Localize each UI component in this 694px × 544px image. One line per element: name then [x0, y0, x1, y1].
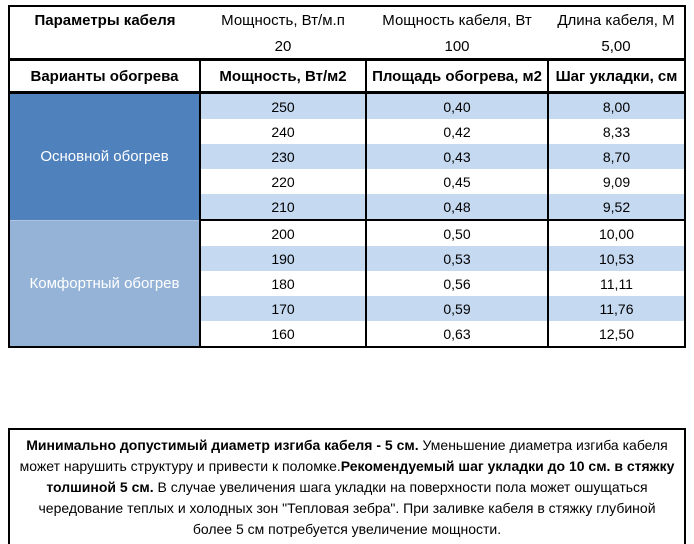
- cable-params-title: Параметры кабеля: [34, 12, 176, 29]
- header-heating-area: Площадь обогрева, м2: [365, 58, 549, 94]
- table-cell: 10,00: [547, 220, 684, 246]
- table-body: Основной обогрев 250 0,40 8,00 240 0,42 8,33 23…: [10, 92, 684, 346]
- table-row: 210 0,48 9,52: [10, 194, 684, 221]
- note-text: Уменьшение диаметра изгиба кабеля может …: [19, 437, 668, 474]
- cable-power-label: Мощность кабеля, Вт: [382, 12, 532, 29]
- table-row: 190 0,53 10,53: [10, 246, 684, 271]
- empty-cell: [10, 34, 200, 60]
- table-cell: 11,11: [547, 271, 684, 296]
- table-cell: 0,56: [365, 271, 548, 296]
- section-label-main-heating: Основной обогрев: [10, 92, 200, 221]
- table-row: 170 0,59 11,76: [10, 296, 684, 321]
- note-box: Минимально допустимый диаметр изгиба каб…: [8, 428, 686, 544]
- header-heating-variants: Варианты обогрева: [10, 58, 201, 94]
- table-row: Комфортный обогрев 200 0,50 10,00: [10, 220, 684, 346]
- power-per-meter-label: Мощность, Вт/м.п: [221, 12, 345, 29]
- cable-length-value: 5,00: [601, 37, 631, 55]
- table-cell: 12,50: [547, 321, 684, 346]
- table-cell: 0,48: [365, 194, 548, 221]
- table-cell: 240: [199, 119, 366, 144]
- table-cell: 10,53: [547, 246, 684, 271]
- table-row: 240 0,42 8,33: [10, 119, 684, 144]
- table-cell: 170: [199, 296, 366, 321]
- table-row: 160 0,63 12,50: [10, 321, 684, 346]
- cable-params-value-row: 20 100 5,00: [10, 34, 684, 60]
- cable-power-value: 100: [444, 37, 470, 55]
- table-header-row: Варианты обогрева Мощность, Вт/м2 Площад…: [10, 58, 684, 94]
- table-cell: 160: [199, 321, 366, 346]
- cable-length-label: Длина кабеля, М: [557, 12, 675, 29]
- table-cell: 0,43: [365, 144, 548, 169]
- table-cell: 11,76: [547, 296, 684, 321]
- table-cell: 230: [199, 144, 366, 169]
- header-laying-step: Шаг укладки, см: [547, 58, 684, 94]
- table-cell: 0,45: [365, 169, 548, 194]
- table-cell: 0,42: [365, 119, 548, 144]
- table-cell: 200: [199, 220, 366, 246]
- cable-table: Параметры кабеля Мощность, Вт/м.п Мощнос…: [10, 7, 684, 346]
- header-power-per-m2: Мощность, Вт/м2: [199, 58, 367, 94]
- table-cell: 180: [199, 271, 366, 296]
- table-cell: 210: [199, 194, 366, 221]
- table-cell: 9,09: [547, 169, 684, 194]
- power-per-meter-value: 20: [274, 37, 292, 55]
- table-cell: 0,53: [365, 246, 548, 271]
- note-bold-text: Рекомендуемый шаг укладки до 10 см. в ст…: [46, 458, 675, 495]
- cable-params-band: Параметры кабеля Мощность, Вт/м.п Мощнос…: [10, 7, 684, 94]
- cable-params-label-row: Параметры кабеля Мощность, Вт/м.п Мощнос…: [10, 7, 684, 34]
- table-cell: 250: [199, 92, 366, 119]
- table-cell: 8,70: [547, 144, 684, 169]
- section-label-comfort-heating: Комфортный обогрев: [10, 220, 200, 346]
- table-cell: 0,59: [365, 296, 548, 321]
- table-cell: 0,63: [365, 321, 548, 346]
- table-cell: 0,40: [365, 92, 548, 119]
- table-row: 230 0,43 8,70: [10, 144, 684, 169]
- table-row: Основной обогрев 250 0,40 8,00: [10, 92, 684, 221]
- table-cell: 220: [199, 169, 366, 194]
- table-cell: 8,33: [547, 119, 684, 144]
- table-cell: 190: [199, 246, 366, 271]
- note-bold-text: Минимально допустимый диаметр изгиба каб…: [26, 437, 419, 453]
- table-cell: 8,00: [547, 92, 684, 119]
- table-row: 180 0,56 11,11: [10, 271, 684, 296]
- table-row: 220 0,45 9,09: [10, 169, 684, 194]
- cable-table-container: Параметры кабеля Мощность, Вт/м.п Мощнос…: [8, 5, 686, 348]
- table-cell: 9,52: [547, 194, 684, 221]
- note-text: В случае увеличения шага укладки на пове…: [38, 479, 656, 537]
- table-cell: 0,50: [365, 220, 548, 246]
